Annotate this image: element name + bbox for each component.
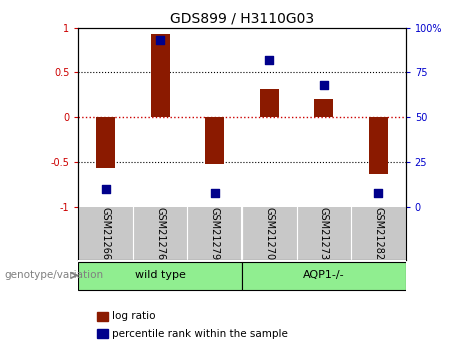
Text: GSM21279: GSM21279: [210, 207, 220, 260]
Point: [320, 82, 327, 88]
Bar: [151, 34, 170, 117]
FancyBboxPatch shape: [78, 262, 242, 290]
Bar: [369, 117, 388, 174]
Text: genotype/variation: genotype/variation: [5, 270, 104, 280]
Point: [211, 190, 219, 195]
Text: AQP1-/-: AQP1-/-: [303, 270, 345, 280]
Text: GSM21276: GSM21276: [155, 207, 165, 260]
Point: [375, 190, 382, 195]
Bar: [260, 89, 279, 117]
Text: GSM21270: GSM21270: [264, 207, 274, 260]
Text: GSM21266: GSM21266: [100, 207, 111, 260]
Text: GSM21282: GSM21282: [373, 207, 384, 260]
Text: log ratio: log ratio: [112, 312, 155, 321]
Title: GDS899 / H3110G03: GDS899 / H3110G03: [170, 11, 314, 25]
Bar: [314, 99, 333, 117]
Text: percentile rank within the sample: percentile rank within the sample: [112, 329, 288, 338]
Bar: [96, 117, 115, 168]
Text: wild type: wild type: [135, 270, 186, 280]
Point: [266, 57, 273, 63]
FancyBboxPatch shape: [242, 262, 406, 290]
Text: GSM21273: GSM21273: [319, 207, 329, 260]
Point: [157, 37, 164, 43]
Point: [102, 186, 109, 192]
Bar: [205, 117, 225, 164]
